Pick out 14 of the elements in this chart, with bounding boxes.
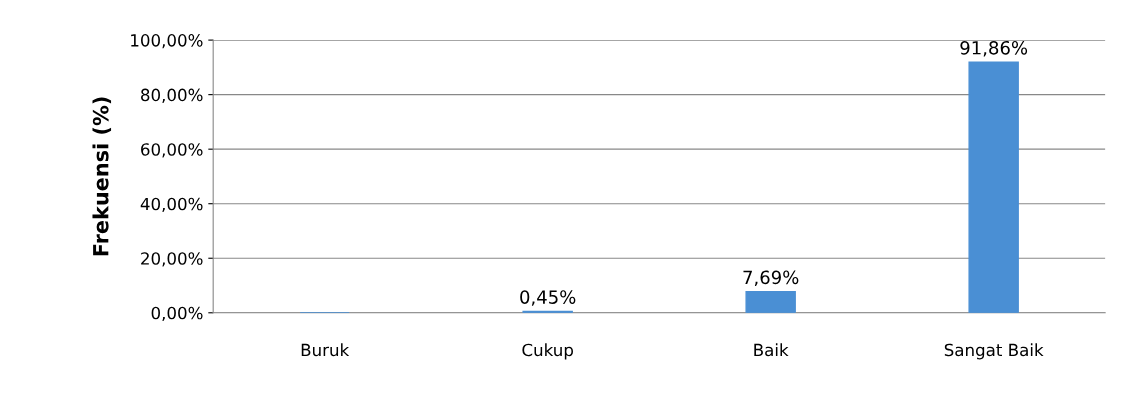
data-label: 91,86%: [960, 40, 1028, 57]
data-label: 7,69%: [743, 270, 799, 286]
y-tick-label: 100,00%: [131, 34, 203, 49]
y-tick-label: 60,00%: [141, 143, 203, 158]
x-tick-label: Baik: [754, 343, 789, 357]
x-tick-label: Buruk: [301, 343, 350, 357]
y-tick-label: 80,00%: [141, 88, 203, 103]
y-tick-label: 40,00%: [140, 197, 203, 212]
y-axis-title: Frekuensi (%): [92, 97, 112, 256]
y-tick-label: 0,00%: [151, 306, 203, 322]
data-label: 0,45%: [520, 290, 576, 306]
x-tick-label: Sangat Baik: [944, 343, 1044, 360]
y-tick-label: 20,00%: [141, 252, 203, 267]
x-tick-label: Cukup: [522, 343, 573, 360]
